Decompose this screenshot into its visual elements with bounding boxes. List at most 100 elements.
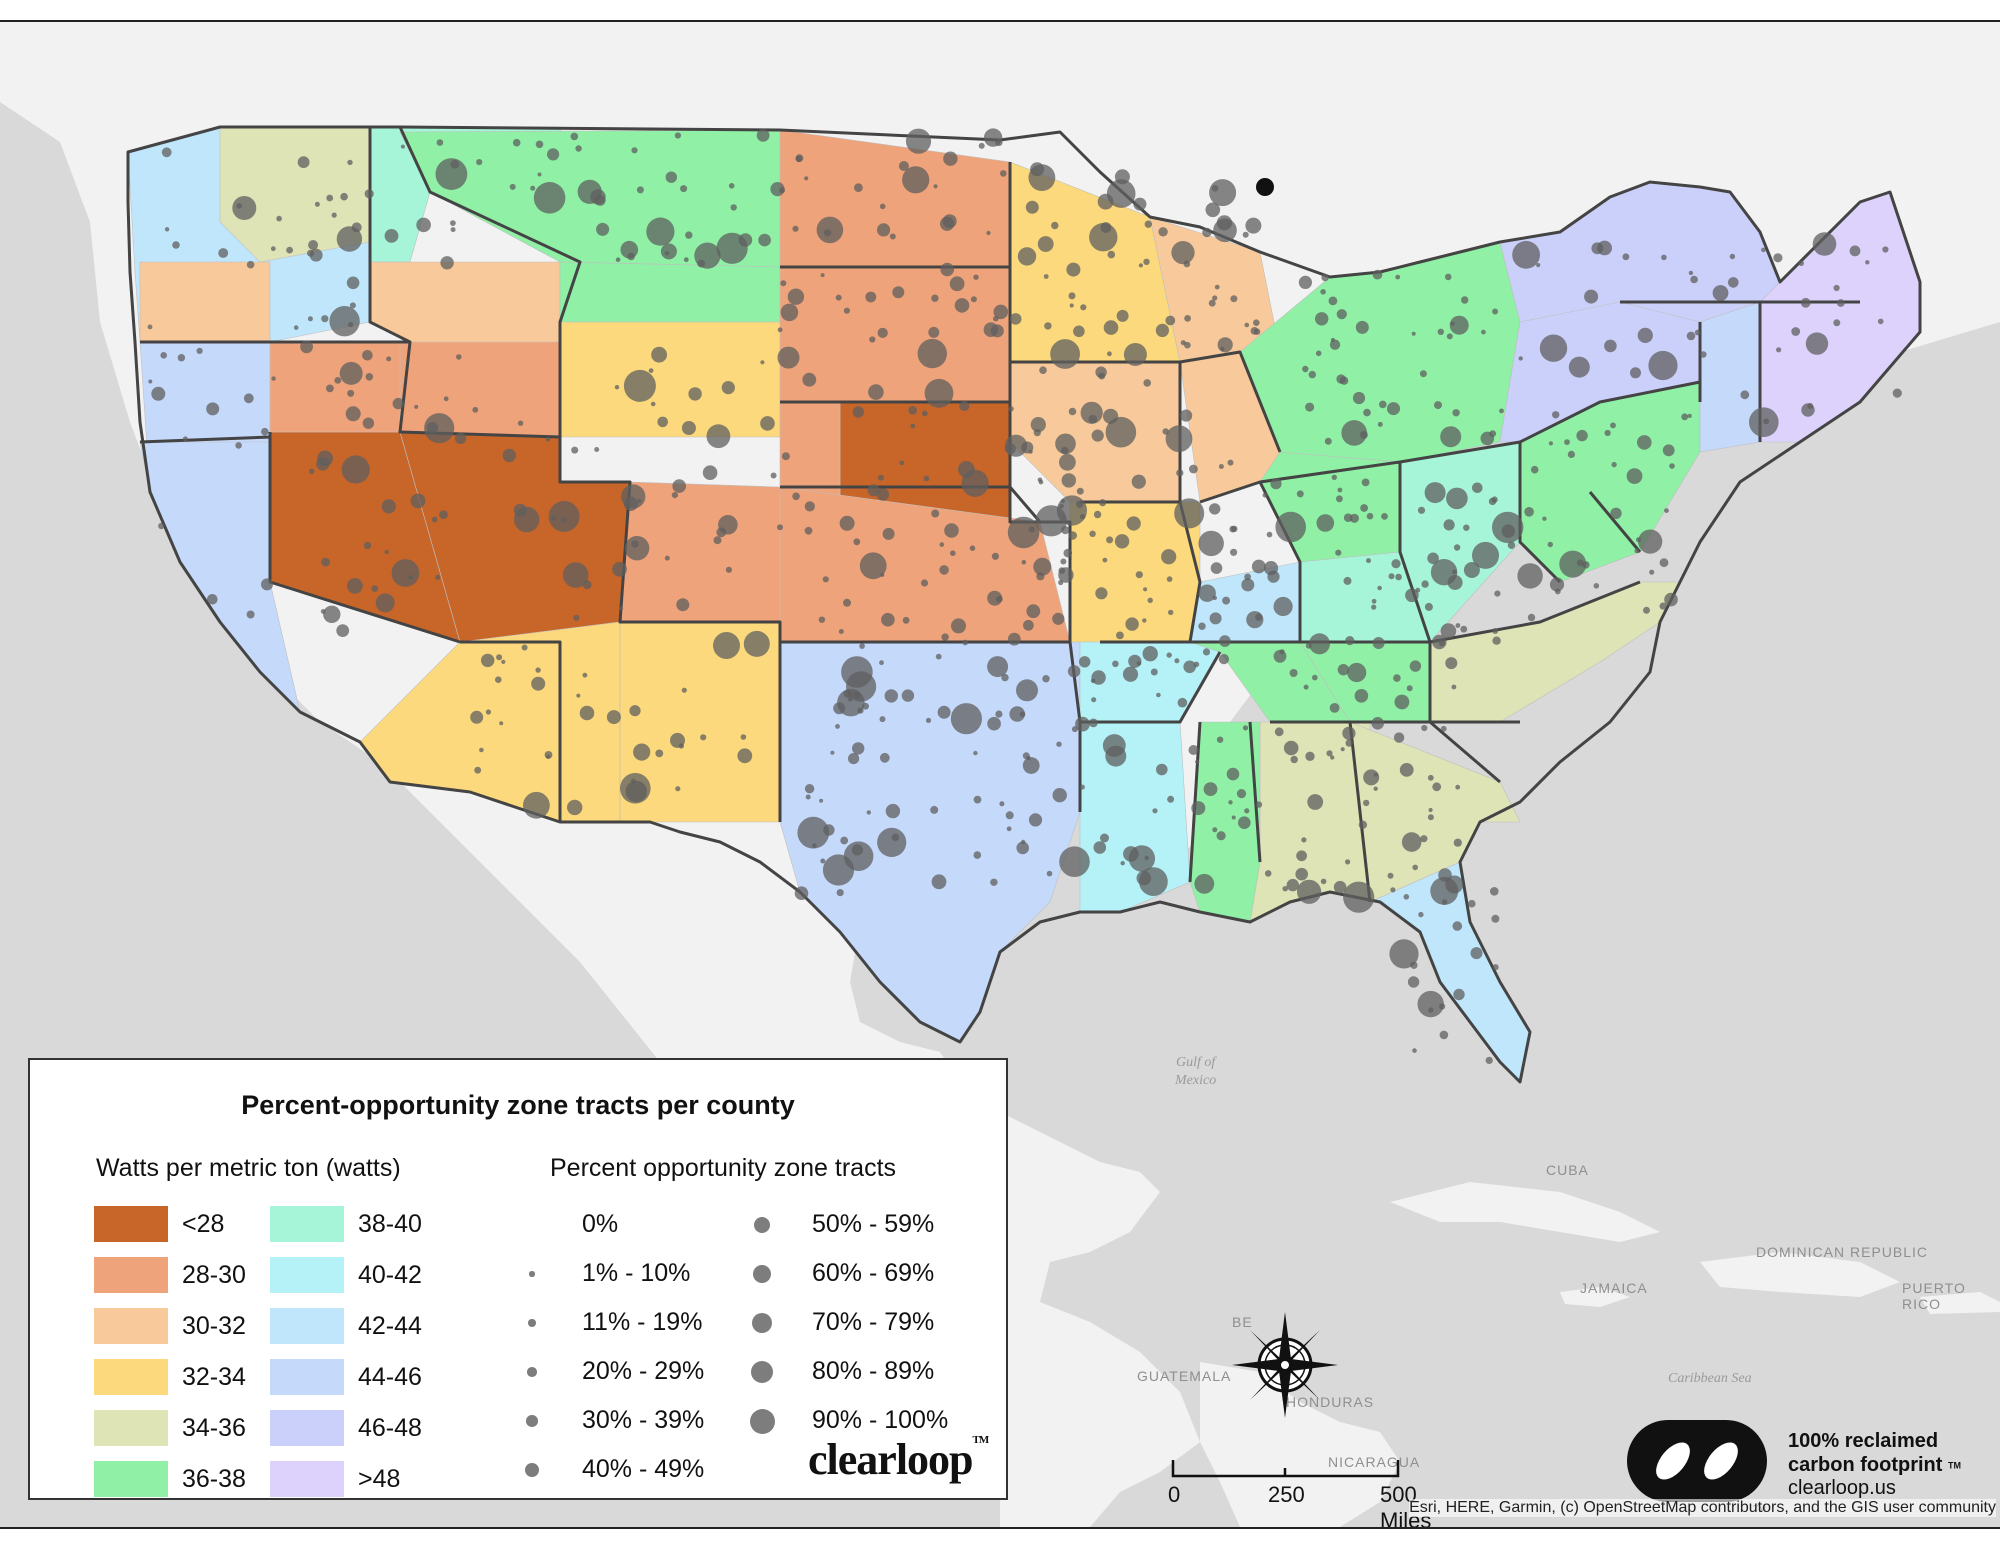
opportunity-zone-dot bbox=[545, 436, 551, 442]
legend-swatch-label: 42-44 bbox=[358, 1312, 422, 1340]
opportunity-zone-dot bbox=[1255, 613, 1263, 621]
opportunity-zone-dot bbox=[857, 707, 864, 714]
opportunity-zone-dot bbox=[1576, 429, 1588, 442]
legend-dot-label: 90% - 100% bbox=[812, 1406, 949, 1434]
opportunity-zone-dot bbox=[623, 496, 639, 511]
opportunity-zone-dot bbox=[1417, 990, 1444, 1018]
opportunity-zone-dot bbox=[672, 479, 686, 493]
opportunity-zone-dot bbox=[512, 138, 521, 147]
legend-dot bbox=[753, 1216, 771, 1234]
opportunity-zone-dot bbox=[983, 322, 999, 338]
opportunity-zone-dot bbox=[1604, 339, 1617, 353]
opportunity-zone-dot bbox=[1177, 697, 1188, 708]
opportunity-zone-dot bbox=[835, 724, 840, 729]
opportunity-zone-dot bbox=[1004, 434, 1028, 457]
opportunity-zone-dot bbox=[917, 338, 947, 369]
legend-dot-row: 1% - 10% bbox=[520, 1255, 750, 1291]
opportunity-zone-dot bbox=[1061, 526, 1070, 535]
opportunity-zone-dot bbox=[501, 659, 506, 665]
opportunity-zone-dot bbox=[1360, 504, 1368, 512]
clearloop-badge-icon: TM bbox=[1627, 1420, 1767, 1514]
opportunity-zone-dot bbox=[1345, 859, 1351, 865]
opportunity-zone-dot bbox=[1216, 831, 1226, 841]
opportunity-zone-dot bbox=[923, 475, 930, 482]
opportunity-zone-dot bbox=[1335, 549, 1342, 556]
opportunity-zone-dot bbox=[830, 750, 835, 755]
opportunity-zone-dot bbox=[349, 302, 356, 309]
opportunity-zone-dot bbox=[795, 154, 804, 163]
opportunity-zone-dot bbox=[950, 703, 983, 735]
opportunity-zone-dot bbox=[1106, 536, 1114, 544]
opportunity-zone-dot bbox=[1800, 297, 1811, 308]
opportunity-zone-dot bbox=[1093, 841, 1107, 854]
opportunity-zone-dot bbox=[1095, 587, 1108, 600]
opportunity-zone-dot bbox=[544, 751, 553, 759]
opportunity-zone-dot bbox=[1366, 512, 1374, 520]
opportunity-zone-dot bbox=[1443, 519, 1455, 531]
legend-dot-label: 70% - 79% bbox=[812, 1308, 935, 1336]
opportunity-zone-dot bbox=[867, 484, 880, 497]
opportunity-zone-dot bbox=[1123, 343, 1147, 366]
opportunity-zone-dot bbox=[261, 427, 269, 436]
opportunity-zone-dot bbox=[838, 629, 844, 634]
opportunity-zone-dot bbox=[615, 257, 621, 262]
legend-dot bbox=[528, 1319, 536, 1327]
legend-dot bbox=[527, 1367, 537, 1377]
opportunity-zone-dot bbox=[794, 886, 809, 900]
opportunity-zone-dot bbox=[1142, 646, 1158, 662]
opportunity-zone-dot bbox=[1463, 524, 1470, 531]
legend-swatch-row: 34-36 bbox=[94, 1410, 264, 1446]
opportunity-zone-dot bbox=[1166, 576, 1173, 582]
opportunity-zone-dot bbox=[760, 360, 765, 365]
opportunity-zone-dot bbox=[1218, 464, 1224, 469]
label-honduras: HONDURAS bbox=[1286, 1394, 1375, 1410]
opportunity-zone-dot bbox=[629, 705, 641, 717]
opportunity-zone-dot bbox=[823, 824, 835, 836]
opportunity-zone-dot bbox=[1305, 751, 1315, 761]
opportunity-zone-dot bbox=[1491, 914, 1500, 923]
opportunity-zone-dot bbox=[884, 689, 898, 703]
opportunity-zone-dot bbox=[1296, 850, 1307, 862]
opportunity-zone-dot bbox=[811, 843, 817, 849]
opportunity-zone-dot bbox=[531, 676, 546, 691]
north-arrow-icon bbox=[1232, 1312, 1338, 1418]
opportunity-zone-dot bbox=[820, 273, 825, 278]
opportunity-zone-dot bbox=[340, 192, 348, 201]
opportunity-zone-dot bbox=[1343, 881, 1375, 913]
opportunity-zone-dot bbox=[1530, 465, 1539, 474]
opportunity-zone-dot bbox=[898, 161, 909, 171]
opportunity-zone-dot bbox=[1143, 379, 1151, 387]
opportunity-zone-dot bbox=[683, 257, 689, 263]
opportunity-zone-dot bbox=[1688, 270, 1694, 276]
opportunity-zone-dot bbox=[1437, 328, 1445, 335]
opportunity-zone-dot bbox=[1205, 202, 1221, 218]
legend-swatch bbox=[94, 1308, 168, 1344]
opportunity-zone-dot bbox=[530, 185, 536, 191]
opportunity-zone-dot bbox=[297, 156, 310, 169]
opportunity-zone-dot bbox=[933, 184, 938, 189]
opportunity-zone-dot bbox=[1712, 285, 1729, 301]
opportunity-zone-dot bbox=[1052, 788, 1067, 803]
opportunity-zone-dot bbox=[1147, 597, 1153, 603]
opportunity-zone-dot bbox=[951, 618, 966, 634]
legend-swatch-label: 40-42 bbox=[358, 1261, 422, 1289]
opportunity-zone-dot bbox=[1807, 403, 1814, 409]
opportunity-zone-dot bbox=[1000, 170, 1007, 177]
opportunity-zone-dot bbox=[495, 676, 502, 683]
opportunity-zone-dot bbox=[317, 450, 333, 467]
opportunity-zone-dot bbox=[1419, 370, 1427, 378]
opportunity-zone-dot bbox=[164, 227, 170, 232]
opportunity-zone-dot bbox=[326, 194, 334, 202]
opportunity-zone-dot bbox=[878, 474, 884, 481]
opportunity-zone-dot bbox=[1527, 613, 1536, 622]
opportunity-zone-dot bbox=[1371, 598, 1377, 604]
opportunity-zone-dot bbox=[961, 469, 989, 497]
opportunity-zone-dot bbox=[1432, 634, 1447, 650]
label-dominican-republic: DOMINICAN REPUBLIC bbox=[1756, 1244, 1929, 1260]
opportunity-zone-dot bbox=[232, 196, 257, 220]
opportunity-zone-dot bbox=[1412, 864, 1418, 871]
opportunity-zone-dot bbox=[882, 527, 895, 540]
opportunity-zone-dot bbox=[1363, 408, 1371, 417]
opportunity-zone-dot bbox=[881, 612, 895, 627]
scale-tick-0: 0 bbox=[1168, 1482, 1181, 1507]
